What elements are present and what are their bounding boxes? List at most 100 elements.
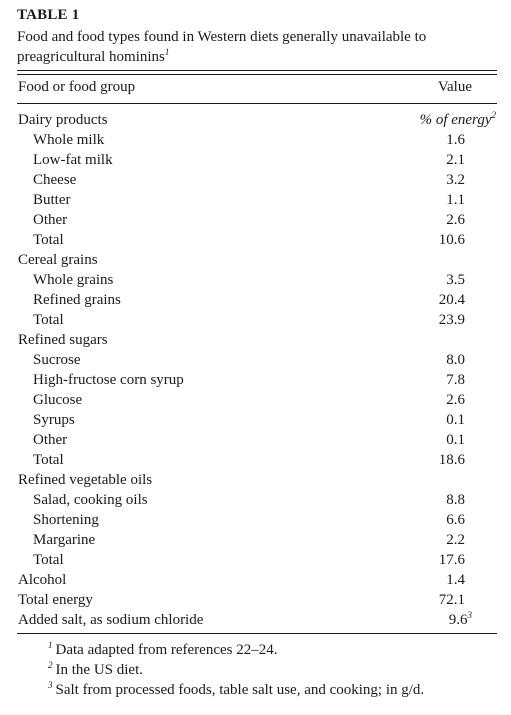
row-value-text: 2.6 [446, 212, 465, 228]
row-value: 3.5 [446, 270, 465, 290]
table-row: Low-fat milk 2.1 [17, 150, 497, 170]
row-value: 10.6 [439, 230, 465, 250]
column-header-food: Food or food group [18, 79, 136, 95]
header-rule [17, 103, 497, 104]
row-value-text: % of energy [419, 112, 492, 128]
table-row: Whole milk 1.6 [17, 130, 497, 150]
row-value-text: 10.6 [438, 232, 465, 248]
table-row: Refined sugars [17, 330, 497, 350]
row-label: Glucose [33, 392, 83, 408]
row-label: Alcohol [18, 572, 67, 588]
row-value: 9.63 [449, 610, 472, 630]
row-value-text: 2.2 [446, 532, 465, 548]
table-row: Salad, cooking oils 8.8 [17, 490, 497, 510]
row-label: Salad, cooking oils [33, 492, 148, 508]
row-value-text: 1.4 [446, 572, 465, 588]
table-row: Total 18.6 [17, 450, 497, 470]
row-label: Cheese [33, 172, 77, 188]
table-row: Sucrose 8.0 [17, 350, 497, 370]
row-label: High-fructose corn syrup [33, 372, 184, 388]
row-label: Shortening [33, 512, 99, 528]
row-label: Refined vegetable oils [18, 472, 153, 488]
row-value: 2.6 [446, 210, 465, 230]
row-value-text: 0.1 [446, 432, 465, 448]
footnote-number: 2 [48, 660, 53, 670]
row-value: 8.8 [446, 490, 465, 510]
table-row: Glucose 2.6 [17, 390, 497, 410]
row-label: Syrups [33, 412, 75, 428]
table-row: Total 17.6 [17, 550, 497, 570]
row-value: 1.1 [446, 190, 465, 210]
row-value-text: 8.0 [446, 352, 465, 368]
top-rule [17, 70, 497, 71]
table-row: Syrups 0.1 [17, 410, 497, 430]
table-row: Total energy 72.1 [17, 590, 497, 610]
table-row: Butter 1.1 [17, 190, 497, 210]
row-value: 8.0 [446, 350, 465, 370]
table-body: Dairy products % of energy2 Whole milk 1.6 L… [17, 110, 497, 630]
footnote-number: 3 [48, 680, 53, 690]
row-value-text: 6.6 [446, 512, 465, 528]
row-label: Other [33, 212, 68, 228]
row-value-text: 8.8 [446, 492, 465, 508]
row-value-text: 72.1 [438, 592, 465, 608]
footnote-number: 1 [48, 640, 53, 650]
row-label: Cereal grains [18, 252, 98, 268]
caption-text: Food and food types found in Western die… [17, 29, 427, 65]
row-label: Low-fat milk [33, 152, 113, 168]
bottom-rule [17, 633, 497, 634]
table-row: Cereal grains [17, 250, 497, 270]
table-row: Whole grains 3.5 [17, 270, 497, 290]
row-value-text: 17.6 [438, 552, 465, 568]
table-row: Cheese 3.2 [17, 170, 497, 190]
table-row: Other 2.6 [17, 210, 497, 230]
row-label: Total energy [18, 592, 93, 608]
row-value-text: 1.6 [446, 132, 465, 148]
row-value: 2.2 [446, 530, 465, 550]
row-value-text: 9.6 [448, 612, 468, 628]
row-label: Whole grains [33, 272, 114, 288]
top-rule-second [17, 74, 497, 75]
row-label: Total [33, 232, 64, 248]
row-label: Total [33, 312, 64, 328]
row-label: Total [33, 552, 64, 568]
row-value-text: 23.9 [438, 312, 465, 328]
row-value-text: 1.1 [446, 192, 465, 208]
row-label: Refined grains [33, 292, 121, 308]
table-row: Total 10.6 [17, 230, 497, 250]
footnote-text: Salt from processed foods, table salt us… [55, 682, 425, 698]
row-label: Dairy products [18, 112, 108, 128]
row-value-text: 7.8 [446, 372, 465, 388]
footnote-text: Data adapted from references 22–24. [55, 642, 278, 658]
row-value: 18.6 [439, 450, 465, 470]
row-value: 0.1 [446, 430, 465, 450]
table-label: TABLE 1 [17, 7, 80, 23]
table-row: Refined vegetable oils [17, 470, 497, 490]
footnote: 2 In the US diet. [48, 660, 498, 680]
table-row: Total 23.9 [17, 310, 497, 330]
row-label: Added salt, as sodium chloride [18, 612, 204, 628]
table-row: High-fructose corn syrup 7.8 [17, 370, 497, 390]
row-label: Refined sugars [18, 332, 108, 348]
row-value: 20.4 [439, 290, 465, 310]
footnote-mark: 2 [491, 110, 497, 120]
row-value-text: 20.4 [438, 292, 465, 308]
row-label: Other [33, 432, 68, 448]
row-value: 72.1 [439, 590, 465, 610]
footnote: 1 Data adapted from references 22–24. [48, 640, 498, 660]
row-value: 2.6 [446, 390, 465, 410]
row-value-text: 0.1 [446, 412, 465, 428]
row-value-text: 3.5 [446, 272, 465, 288]
table-row: Margarine 2.2 [17, 530, 497, 550]
table-row: Added salt, as sodium chloride 9.63 [17, 610, 497, 630]
row-label: Whole milk [33, 132, 105, 148]
row-value: 0.1 [446, 410, 465, 430]
footnote: 3 Salt from processed foods, table salt u… [48, 680, 498, 700]
table-row: Shortening 6.6 [17, 510, 497, 530]
table-row: Dairy products % of energy2 [17, 110, 497, 130]
row-value-text: 2.1 [446, 152, 465, 168]
footnotes: 1 Data adapted from references 22–24. 2 In … [48, 640, 498, 700]
row-value: % of energy2 [420, 110, 496, 130]
row-value: 3.2 [446, 170, 465, 190]
row-value: 1.4 [446, 570, 465, 590]
